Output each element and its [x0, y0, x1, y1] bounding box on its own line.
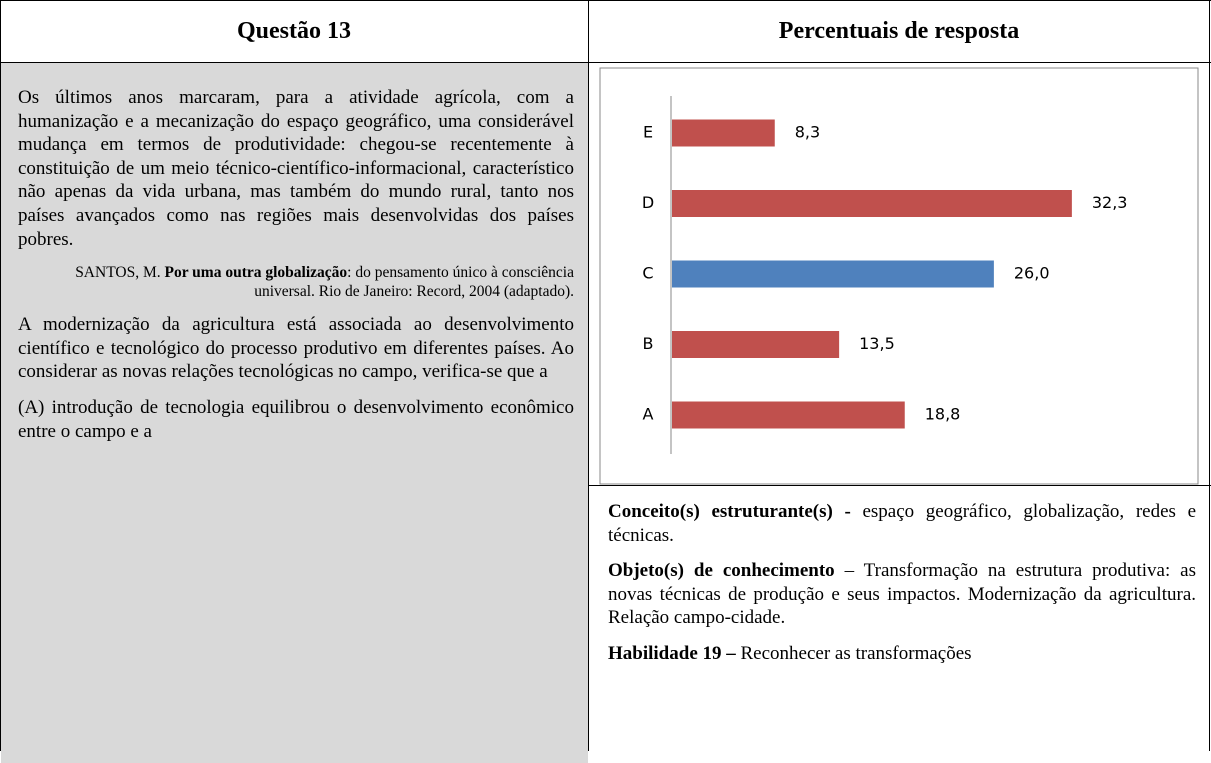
- source-rest: : do pensamento único à consciência univ…: [254, 264, 574, 301]
- info-text: espaço geográfico, globalização, redes e…: [608, 501, 1196, 546]
- option: (A) introdução de tecnologia equilibrou …: [18, 396, 574, 442]
- info-paragraph: Objeto(s) de conhecimento – Transformaçã…: [608, 559, 1196, 630]
- value-label: 32,3: [1092, 193, 1128, 212]
- category-label: E: [643, 123, 653, 142]
- category-label: B: [643, 334, 654, 353]
- header-right: Percentuais de resposta: [778, 18, 1020, 44]
- left-column: Os últimos anos marcaram, para a ativida…: [18, 86, 574, 455]
- bar: [672, 260, 994, 288]
- source-author: SANTOS, M.: [75, 264, 161, 282]
- info-paragraph: Habilidade 19 – Reconhecer as transforma…: [608, 642, 1196, 666]
- header-left: Questão 13: [237, 18, 351, 44]
- info-text: – Transformação na estrutura produtiva: …: [608, 560, 1196, 629]
- info-label: Objeto(s) de conhecimento: [608, 560, 835, 582]
- bar: [672, 331, 840, 358]
- source-title: Por uma outra globalização: [164, 264, 348, 282]
- source: SANTOS, M. Por uma outra globalização: d…: [18, 263, 574, 301]
- bar: [672, 190, 1072, 217]
- value-label: 26,0: [1014, 264, 1050, 283]
- stem: A modernização da agricultura está assoc…: [18, 314, 574, 383]
- chart: A 18,8 B 13,5 C 26,0 D 32,3 E 8,3: [599, 67, 1199, 485]
- category-label: A: [643, 405, 654, 424]
- border: [1209, 0, 1210, 751]
- category-label: C: [642, 264, 653, 283]
- info-paragraph: Conceito(s) estruturante(s) - espaço geo…: [608, 500, 1196, 547]
- category-label: D: [642, 193, 654, 212]
- value-label: 8,3: [795, 123, 820, 142]
- left-cell-background: [1, 63, 588, 763]
- value-label: 13,5: [859, 334, 895, 353]
- border: [588, 485, 1211, 486]
- passage: Os últimos anos marcaram, para a ativida…: [18, 87, 574, 250]
- bar: [672, 119, 775, 147]
- info-label: Conceito(s) estruturante(s) -: [608, 501, 851, 522]
- bar: [672, 401, 905, 429]
- border: [0, 0, 1, 751]
- value-label: 18,8: [925, 405, 961, 424]
- right-column: Conceito(s) estruturante(s) - espaço geo…: [608, 500, 1196, 678]
- border: [0, 0, 1211, 1]
- info-text: Reconhecer as transformações: [740, 642, 972, 664]
- border: [0, 62, 1211, 63]
- info-label: Habilidade 19 –: [608, 642, 736, 664]
- border: [588, 0, 589, 751]
